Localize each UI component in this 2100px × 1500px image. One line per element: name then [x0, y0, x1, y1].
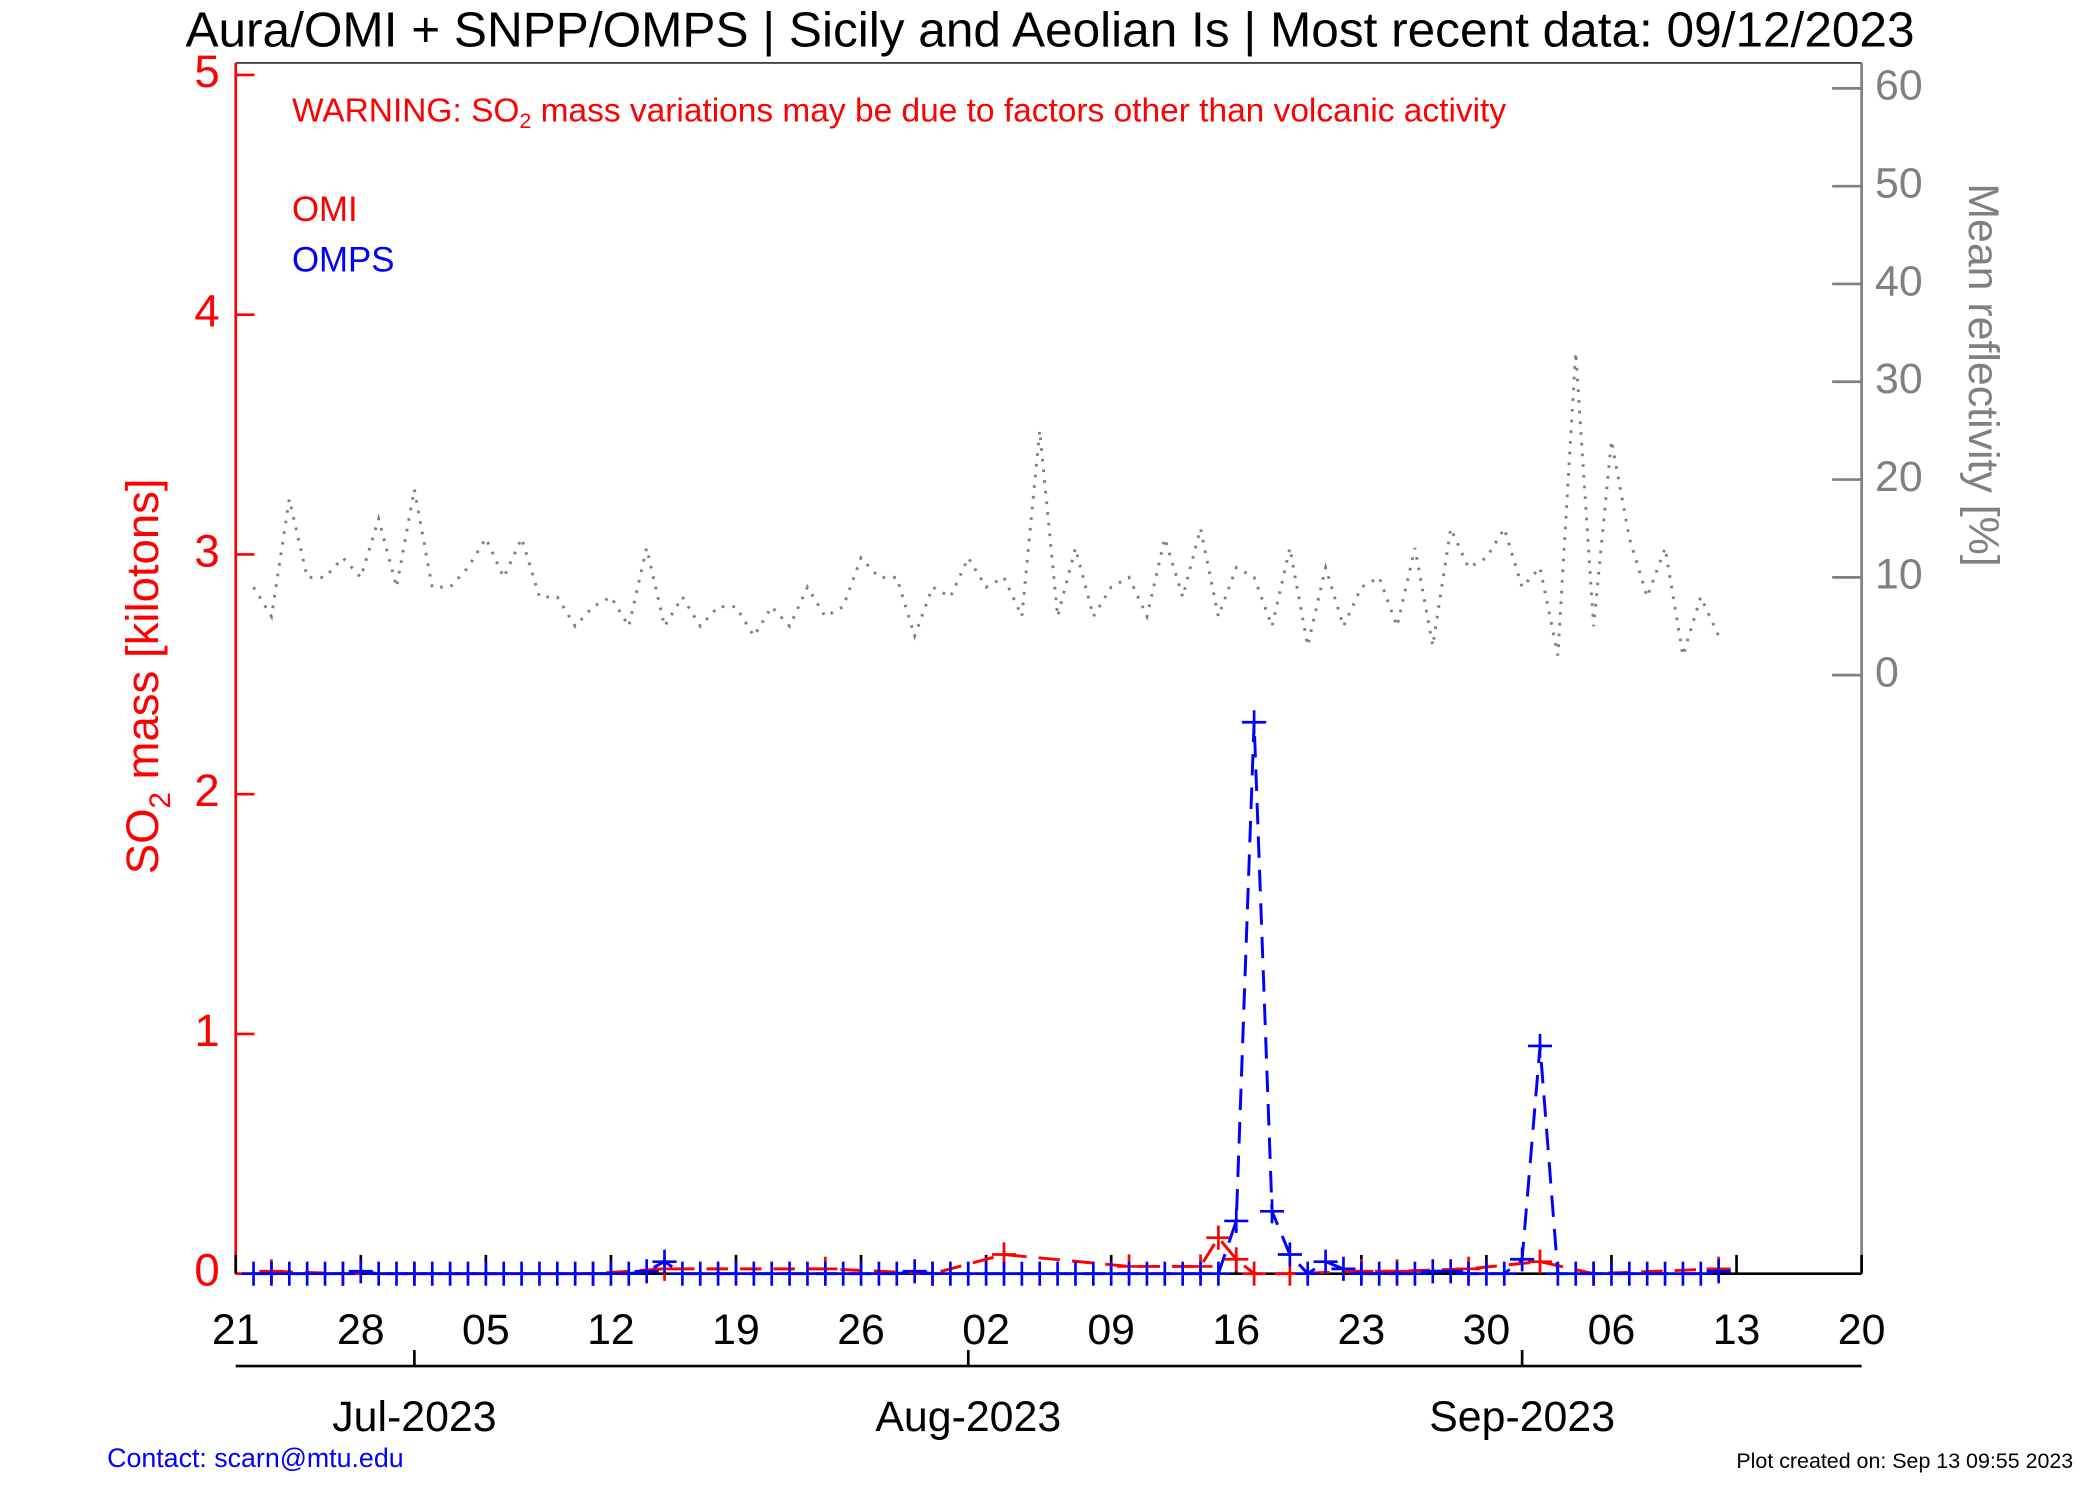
- month-tick-label: Jul-2023: [332, 1393, 496, 1441]
- marker: [1259, 1199, 1285, 1224]
- y2-tick-label: 50: [1875, 159, 1923, 207]
- marker: [1706, 1259, 1731, 1284]
- y2-axis-label: Mean reflectivity [%]: [1959, 183, 2007, 566]
- x-tick-label: 05: [462, 1306, 510, 1354]
- warning-subscript: 2: [519, 109, 531, 133]
- marker: [1313, 1249, 1338, 1274]
- marker: [1438, 1259, 1463, 1284]
- marker: [330, 1261, 355, 1286]
- chart-title: Aura/OMI + SNPP/OMPS | Sicily and Aeolia…: [185, 2, 1914, 58]
- series-line: [253, 722, 1719, 1276]
- y-axis-label: SO2 mass [kilotons]: [117, 478, 177, 874]
- marker: [1242, 710, 1267, 735]
- x-tick-label: 06: [1588, 1306, 1636, 1354]
- marker: [884, 1261, 909, 1286]
- warning-text: WARNING: SO: [292, 92, 519, 129]
- x-tick-label: 16: [1212, 1306, 1260, 1354]
- y2-tick-label: 10: [1875, 551, 1923, 599]
- legend-entry: OMPS: [292, 241, 395, 280]
- marker: [1688, 1261, 1713, 1286]
- reflectivity-line: [252, 352, 1721, 657]
- legend-entry: OMI: [292, 190, 358, 229]
- y2-tick-label: 0: [1875, 648, 1899, 696]
- marker: [1527, 1033, 1553, 1058]
- warning: WARNING: SO2 mass variations may be due …: [292, 92, 1506, 132]
- x-tick-label: 09: [1087, 1306, 1135, 1354]
- x-tick-label: 28: [337, 1306, 385, 1354]
- y-tick-label: 0: [194, 1245, 219, 1296]
- plot-created: Plot created on: Sep 13 09:55 2023: [1736, 1449, 2073, 1473]
- y-label-text: SO: [117, 808, 168, 874]
- x-tick-label: 19: [712, 1306, 760, 1354]
- marker: [1510, 1247, 1535, 1272]
- y2-tick-label: 30: [1875, 355, 1923, 403]
- marker: [1492, 1261, 1517, 1286]
- y2-tick-label: 40: [1875, 257, 1923, 305]
- month-tick-label: Aug-2023: [875, 1393, 1061, 1441]
- y2-tick-label: 60: [1875, 62, 1923, 110]
- y2-tick-label: 20: [1875, 453, 1923, 501]
- marker: [1402, 1261, 1427, 1286]
- y-tick-label: 2: [194, 765, 219, 816]
- marker: [1527, 1249, 1553, 1274]
- y-tick-label: 4: [194, 286, 219, 337]
- marker: [652, 1249, 677, 1274]
- marker: [1224, 1208, 1249, 1233]
- marker: [634, 1259, 659, 1284]
- marker: [1277, 1242, 1302, 1267]
- y-tick-label: 1: [194, 1005, 219, 1056]
- marker: [902, 1259, 927, 1284]
- marker: [1242, 1261, 1267, 1286]
- marker: [1224, 1247, 1249, 1272]
- x-tick-label: 21: [212, 1306, 260, 1354]
- marker: [1331, 1256, 1356, 1281]
- x-tick-label: 23: [1338, 1306, 1386, 1354]
- x-tick-label: 30: [1463, 1306, 1511, 1354]
- y-tick-label: 3: [194, 525, 219, 576]
- marker: [1206, 1225, 1231, 1250]
- marker: [348, 1259, 373, 1284]
- contact: Contact: scarn@mtu.edu: [107, 1443, 403, 1473]
- warning-text: mass variations may be due to factors ot…: [531, 92, 1506, 129]
- month-tick-label: Sep-2023: [1429, 1393, 1615, 1441]
- x-tick-label: 12: [587, 1306, 635, 1354]
- marker: [1295, 1261, 1320, 1286]
- y-tick-label: 5: [194, 46, 219, 97]
- x-tick-label: 13: [1713, 1306, 1761, 1354]
- x-tick-label: 26: [837, 1306, 885, 1354]
- y-label-subscript: 2: [144, 792, 177, 808]
- x-tick-label: 02: [962, 1306, 1010, 1354]
- x-tick-label: 20: [1838, 1306, 1886, 1354]
- marker: [1206, 1261, 1231, 1286]
- marker: [616, 1261, 641, 1286]
- y-label-text: mass [kilotons]: [117, 478, 168, 792]
